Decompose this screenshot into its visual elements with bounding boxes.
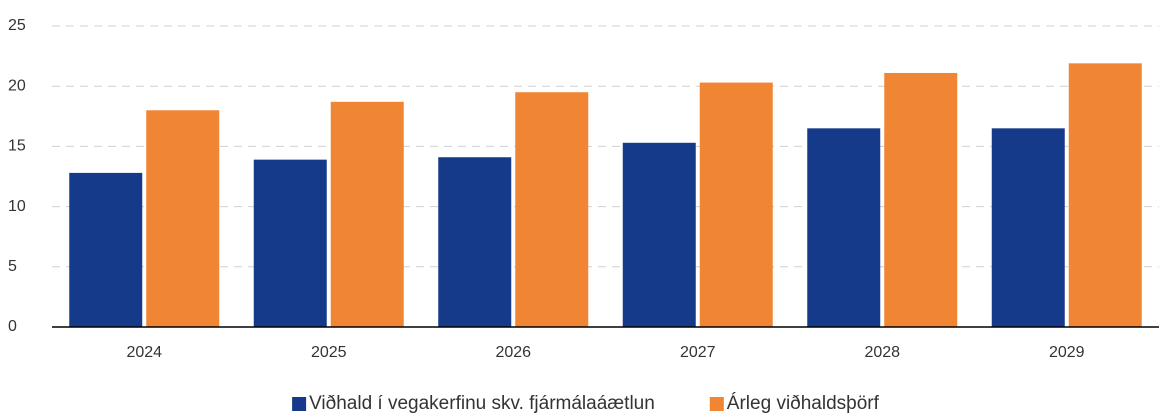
bar — [991, 128, 1065, 327]
bar — [622, 142, 696, 327]
x-tick-label: 2027 — [680, 344, 716, 361]
legend-item: Árleg viðhaldsþörf — [709, 393, 880, 414]
bar — [807, 128, 881, 327]
legend-item: Viðhald í vegakerfinu skv. fjármálaáætlu… — [292, 393, 655, 414]
bar — [1068, 63, 1142, 327]
bar — [438, 157, 512, 327]
x-tick-label: 2025 — [311, 344, 347, 361]
y-tick-label: 25 — [8, 17, 26, 34]
x-tick-label: 2024 — [126, 344, 162, 361]
x-tick-label: 2028 — [864, 344, 900, 361]
bar — [146, 110, 220, 327]
legend-swatch — [709, 397, 724, 411]
x-tick-label: 2026 — [495, 344, 531, 361]
legend-swatch — [292, 397, 307, 411]
bar — [69, 172, 143, 327]
y-tick-label: 0 — [8, 318, 17, 335]
bar — [515, 92, 589, 327]
bar — [884, 72, 958, 328]
y-tick-label: 20 — [8, 77, 26, 94]
legend-label: Árleg viðhaldsþörf — [727, 393, 880, 414]
legend-label: Viðhald í vegakerfinu skv. fjármálaáætlu… — [309, 393, 655, 414]
y-tick-label: 15 — [8, 138, 26, 155]
bar — [253, 159, 327, 327]
bar — [699, 82, 773, 327]
y-tick-label: 5 — [8, 258, 17, 275]
bar — [330, 101, 404, 328]
y-tick-label: 10 — [8, 198, 26, 215]
x-tick-label: 2029 — [1049, 344, 1085, 361]
